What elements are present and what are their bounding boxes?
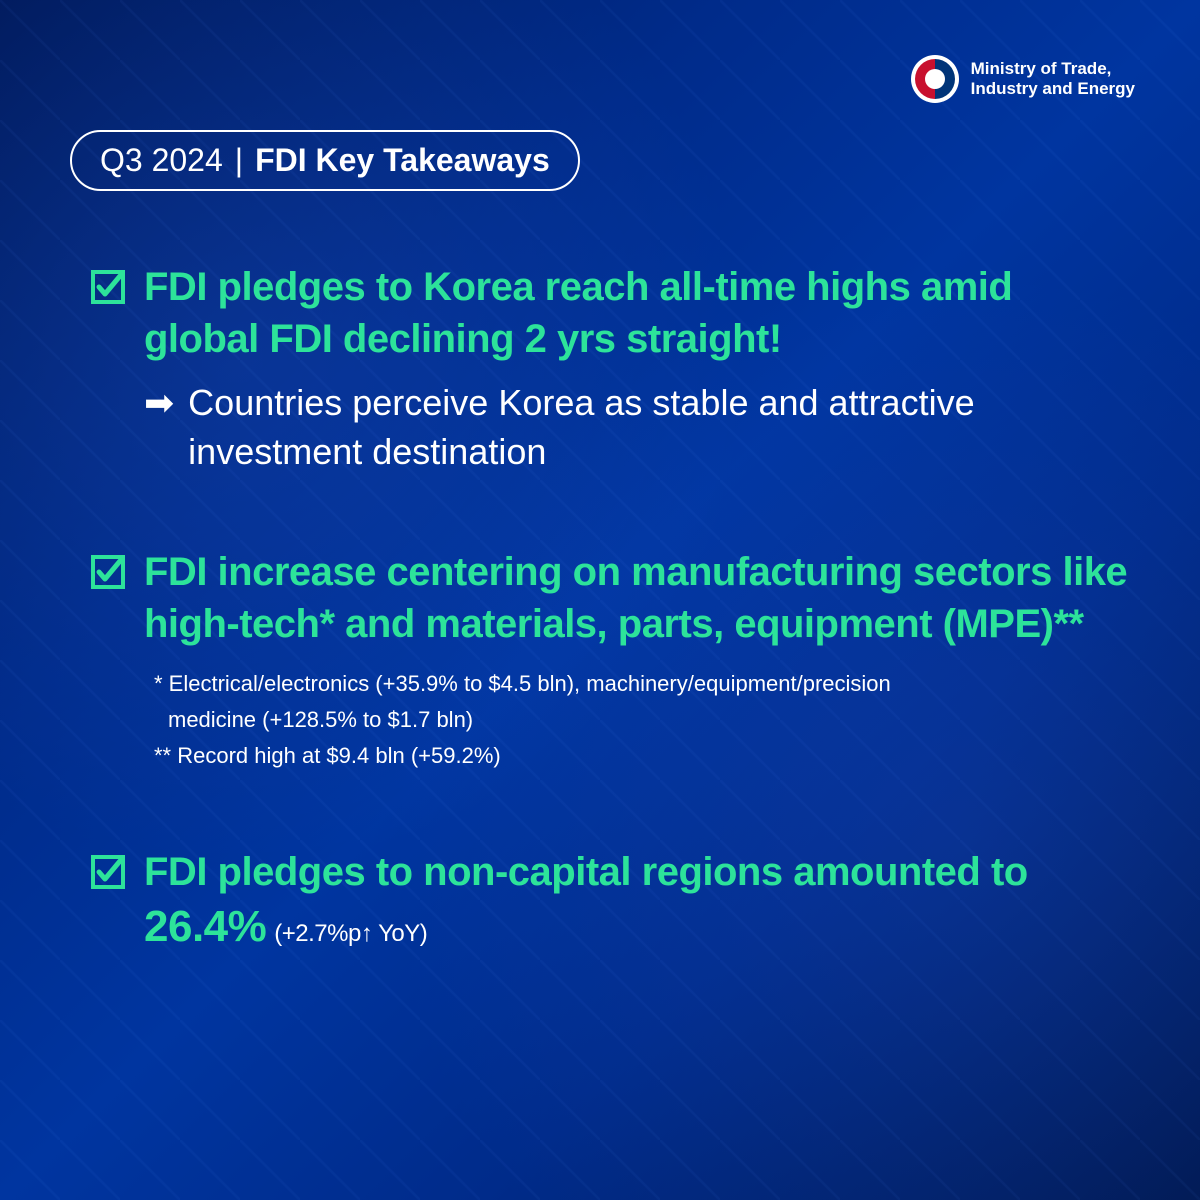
takeaways-list: FDI pledges to Korea reach all-time high… xyxy=(70,261,1130,955)
title-badge: Q3 2024 | FDI Key Takeaways xyxy=(70,130,580,191)
footnotes: * Electrical/electronics (+35.9% to $4.5… xyxy=(154,668,1130,772)
footnote-line: ** Record high at $9.4 bln (+59.2%) xyxy=(154,740,1130,772)
stat-percentage: 26.4% xyxy=(144,902,266,951)
checkbox-icon xyxy=(90,269,126,305)
arrow-right-icon: ➡ xyxy=(144,379,174,428)
takeaway-headline: FDI increase centering on manufacturing … xyxy=(144,546,1130,650)
taegeuk-icon xyxy=(911,55,959,103)
ministry-name: Ministry of Trade,Industry and Energy xyxy=(971,59,1135,100)
takeaway-subline: ➡ Countries perceive Korea as stable and… xyxy=(144,379,1130,476)
title-divider: | xyxy=(235,142,243,179)
takeaway-headline: FDI pledges to Korea reach all-time high… xyxy=(144,261,1130,365)
headline-prefix: FDI pledges to non-capital regions amoun… xyxy=(144,850,1028,894)
takeaway-item: FDI increase centering on manufacturing … xyxy=(90,546,1130,776)
takeaway-item: FDI pledges to non-capital regions amoun… xyxy=(90,846,1130,955)
ministry-logo: Ministry of Trade,Industry and Energy xyxy=(911,55,1135,103)
stat-note: (+2.7%p↑ YoY) xyxy=(274,920,427,947)
infographic-container: Ministry of Trade,Industry and Energy Q3… xyxy=(0,0,1200,1200)
title-main: FDI Key Takeaways xyxy=(255,142,550,179)
checkbox-icon xyxy=(90,854,126,890)
footnote-line: medicine (+128.5% to $1.7 bln) xyxy=(154,704,1130,736)
footnote-line: * Electrical/electronics (+35.9% to $4.5… xyxy=(154,668,1130,700)
quarter-label: Q3 2024 xyxy=(100,142,223,179)
takeaway-item: FDI pledges to Korea reach all-time high… xyxy=(90,261,1130,476)
checkbox-icon xyxy=(90,554,126,590)
takeaway-headline: FDI pledges to non-capital regions amoun… xyxy=(144,846,1130,955)
subline-text: Countries perceive Korea as stable and a… xyxy=(188,379,1130,476)
arrow-up-icon: ↑ xyxy=(361,918,373,949)
